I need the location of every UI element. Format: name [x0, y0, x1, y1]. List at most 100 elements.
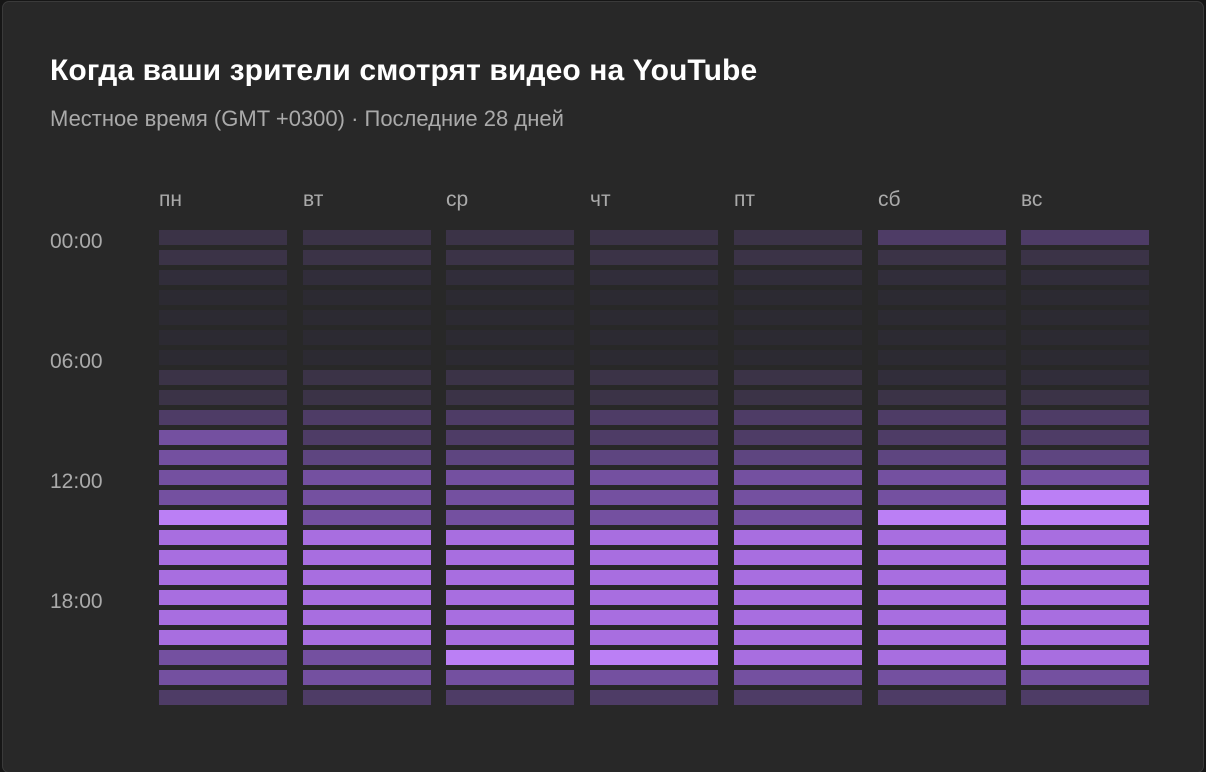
- heatmap-cell-вт-12[interactable]: [303, 470, 431, 485]
- heatmap-cell-пн-21[interactable]: [159, 650, 287, 665]
- heatmap-cell-чт-2[interactable]: [590, 270, 718, 285]
- heatmap-cell-сб-4[interactable]: [878, 310, 1006, 325]
- heatmap-cell-чт-6[interactable]: [590, 350, 718, 365]
- heatmap-cell-пн-12[interactable]: [159, 470, 287, 485]
- heatmap-cell-сб-21[interactable]: [878, 650, 1006, 665]
- heatmap-cell-вс-7[interactable]: [1021, 370, 1149, 385]
- heatmap-cell-вс-4[interactable]: [1021, 310, 1149, 325]
- heatmap-cell-вт-0[interactable]: [303, 230, 431, 245]
- heatmap-cell-вт-19[interactable]: [303, 610, 431, 625]
- heatmap-cell-вс-12[interactable]: [1021, 470, 1149, 485]
- heatmap-cell-чт-12[interactable]: [590, 470, 718, 485]
- heatmap-cell-пн-0[interactable]: [159, 230, 287, 245]
- heatmap-cell-вт-20[interactable]: [303, 630, 431, 645]
- heatmap-cell-ср-11[interactable]: [446, 450, 574, 465]
- heatmap-cell-чт-10[interactable]: [590, 430, 718, 445]
- heatmap-cell-пн-14[interactable]: [159, 510, 287, 525]
- heatmap-cell-пн-2[interactable]: [159, 270, 287, 285]
- heatmap-cell-чт-5[interactable]: [590, 330, 718, 345]
- heatmap-cell-сб-3[interactable]: [878, 290, 1006, 305]
- heatmap-cell-пт-0[interactable]: [734, 230, 862, 245]
- heatmap-cell-пн-4[interactable]: [159, 310, 287, 325]
- heatmap-cell-пн-18[interactable]: [159, 590, 287, 605]
- heatmap-cell-сб-7[interactable]: [878, 370, 1006, 385]
- heatmap-cell-чт-7[interactable]: [590, 370, 718, 385]
- heatmap-cell-вт-13[interactable]: [303, 490, 431, 505]
- heatmap-cell-вс-5[interactable]: [1021, 330, 1149, 345]
- heatmap-cell-чт-23[interactable]: [590, 690, 718, 705]
- heatmap-cell-чт-16[interactable]: [590, 550, 718, 565]
- heatmap-cell-вт-9[interactable]: [303, 410, 431, 425]
- heatmap-cell-пт-2[interactable]: [734, 270, 862, 285]
- heatmap-cell-сб-14[interactable]: [878, 510, 1006, 525]
- heatmap-cell-сб-19[interactable]: [878, 610, 1006, 625]
- heatmap-cell-сб-11[interactable]: [878, 450, 1006, 465]
- heatmap-cell-ср-10[interactable]: [446, 430, 574, 445]
- heatmap-cell-пт-17[interactable]: [734, 570, 862, 585]
- heatmap-cell-сб-22[interactable]: [878, 670, 1006, 685]
- heatmap-cell-пн-16[interactable]: [159, 550, 287, 565]
- heatmap-cell-пн-11[interactable]: [159, 450, 287, 465]
- heatmap-cell-ср-5[interactable]: [446, 330, 574, 345]
- heatmap-cell-пн-23[interactable]: [159, 690, 287, 705]
- heatmap-cell-вт-4[interactable]: [303, 310, 431, 325]
- heatmap-cell-чт-11[interactable]: [590, 450, 718, 465]
- heatmap-cell-вс-19[interactable]: [1021, 610, 1149, 625]
- heatmap-cell-пт-13[interactable]: [734, 490, 862, 505]
- heatmap-cell-сб-6[interactable]: [878, 350, 1006, 365]
- heatmap-cell-чт-14[interactable]: [590, 510, 718, 525]
- heatmap-cell-ср-1[interactable]: [446, 250, 574, 265]
- heatmap-cell-чт-3[interactable]: [590, 290, 718, 305]
- heatmap-cell-пн-10[interactable]: [159, 430, 287, 445]
- heatmap-cell-чт-18[interactable]: [590, 590, 718, 605]
- heatmap-cell-вт-17[interactable]: [303, 570, 431, 585]
- heatmap-cell-вт-16[interactable]: [303, 550, 431, 565]
- heatmap-cell-ср-21[interactable]: [446, 650, 574, 665]
- heatmap-cell-пт-21[interactable]: [734, 650, 862, 665]
- heatmap-cell-сб-10[interactable]: [878, 430, 1006, 445]
- heatmap-cell-пн-1[interactable]: [159, 250, 287, 265]
- heatmap-cell-сб-5[interactable]: [878, 330, 1006, 345]
- heatmap-cell-пн-20[interactable]: [159, 630, 287, 645]
- heatmap-cell-сб-1[interactable]: [878, 250, 1006, 265]
- heatmap-cell-сб-18[interactable]: [878, 590, 1006, 605]
- heatmap-cell-вт-21[interactable]: [303, 650, 431, 665]
- heatmap-cell-вт-15[interactable]: [303, 530, 431, 545]
- heatmap-cell-вт-22[interactable]: [303, 670, 431, 685]
- heatmap-cell-вт-8[interactable]: [303, 390, 431, 405]
- heatmap-cell-пт-5[interactable]: [734, 330, 862, 345]
- heatmap-cell-пн-22[interactable]: [159, 670, 287, 685]
- heatmap-cell-вс-23[interactable]: [1021, 690, 1149, 705]
- heatmap-cell-ср-13[interactable]: [446, 490, 574, 505]
- heatmap-cell-сб-0[interactable]: [878, 230, 1006, 245]
- heatmap-cell-пт-18[interactable]: [734, 590, 862, 605]
- heatmap-cell-вс-17[interactable]: [1021, 570, 1149, 585]
- heatmap-cell-вт-7[interactable]: [303, 370, 431, 385]
- heatmap-cell-вс-3[interactable]: [1021, 290, 1149, 305]
- heatmap-cell-ср-22[interactable]: [446, 670, 574, 685]
- heatmap-cell-вс-15[interactable]: [1021, 530, 1149, 545]
- heatmap-cell-пт-11[interactable]: [734, 450, 862, 465]
- heatmap-cell-чт-1[interactable]: [590, 250, 718, 265]
- heatmap-cell-чт-13[interactable]: [590, 490, 718, 505]
- heatmap-cell-пн-19[interactable]: [159, 610, 287, 625]
- heatmap-cell-сб-8[interactable]: [878, 390, 1006, 405]
- heatmap-cell-вс-16[interactable]: [1021, 550, 1149, 565]
- heatmap-cell-вт-18[interactable]: [303, 590, 431, 605]
- heatmap-cell-ср-14[interactable]: [446, 510, 574, 525]
- heatmap-cell-вс-13[interactable]: [1021, 490, 1149, 505]
- heatmap-cell-пн-17[interactable]: [159, 570, 287, 585]
- heatmap-cell-пт-7[interactable]: [734, 370, 862, 385]
- heatmap-cell-сб-15[interactable]: [878, 530, 1006, 545]
- heatmap-cell-вт-6[interactable]: [303, 350, 431, 365]
- heatmap-cell-пт-20[interactable]: [734, 630, 862, 645]
- heatmap-cell-пт-3[interactable]: [734, 290, 862, 305]
- heatmap-cell-вс-20[interactable]: [1021, 630, 1149, 645]
- heatmap-cell-ср-16[interactable]: [446, 550, 574, 565]
- heatmap-cell-чт-20[interactable]: [590, 630, 718, 645]
- heatmap-cell-вс-14[interactable]: [1021, 510, 1149, 525]
- heatmap-cell-чт-9[interactable]: [590, 410, 718, 425]
- heatmap-cell-ср-0[interactable]: [446, 230, 574, 245]
- heatmap-cell-пт-15[interactable]: [734, 530, 862, 545]
- heatmap-cell-ср-19[interactable]: [446, 610, 574, 625]
